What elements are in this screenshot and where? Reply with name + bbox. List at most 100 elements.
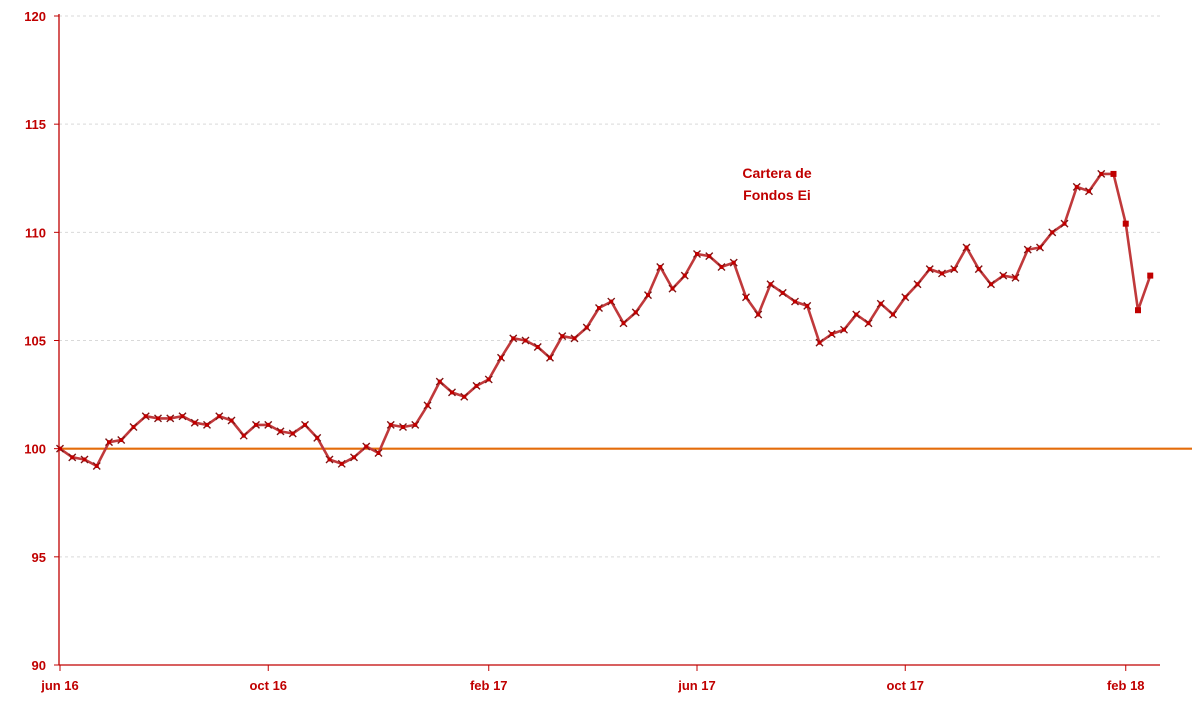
marker-square-31 — [437, 379, 442, 384]
data-point-4 — [105, 438, 113, 447]
marker-square-82 — [1062, 221, 1067, 226]
x-tick-label-2: feb 17 — [470, 678, 508, 693]
data-point-2 — [80, 455, 89, 464]
data-point-52 — [693, 249, 701, 258]
marker-square-70 — [915, 282, 920, 287]
marker-square-13 — [217, 414, 222, 419]
marker-square-81 — [1050, 230, 1055, 235]
marker-square-64 — [842, 327, 846, 332]
marker-square-53 — [707, 254, 712, 259]
gridlines — [59, 15, 1160, 558]
data-point-65 — [852, 310, 861, 319]
marker-square-86 — [1110, 170, 1117, 177]
marker-square-62 — [817, 340, 822, 345]
marker-square-48 — [646, 293, 650, 298]
data-point-67 — [876, 299, 885, 308]
marker-square-40 — [548, 355, 552, 360]
marker-square-74 — [964, 245, 969, 250]
data-point-78 — [1011, 273, 1020, 282]
marker-square-65 — [854, 312, 859, 317]
marker-square-60 — [793, 299, 797, 304]
marker-square-9 — [168, 416, 173, 421]
data-point-29 — [411, 420, 420, 429]
data-point-10 — [178, 412, 187, 421]
data-point-71 — [925, 265, 934, 274]
marker-square-34 — [474, 383, 479, 388]
data-point-59 — [778, 288, 787, 297]
marker-square-63 — [829, 332, 834, 337]
data-point-11 — [190, 418, 199, 427]
data-point-74 — [962, 243, 971, 252]
marker-square-12 — [205, 422, 209, 427]
marker-square-59 — [780, 290, 785, 295]
data-point-88 — [1135, 307, 1141, 314]
data-point-51 — [680, 271, 689, 280]
marker-square-69 — [903, 295, 908, 300]
marker-square-39 — [535, 344, 540, 349]
data-point-30 — [423, 401, 432, 410]
marker-square-42 — [572, 336, 577, 341]
marker-square-71 — [927, 267, 932, 272]
data-point-33 — [460, 392, 469, 401]
marker-square-32 — [450, 390, 454, 395]
marker-square-26 — [376, 450, 381, 455]
marker-square-80 — [1038, 245, 1042, 250]
x-tick-label-1: oct 16 — [249, 678, 287, 693]
data-point-18 — [276, 427, 285, 436]
marker-square-49 — [658, 264, 663, 269]
data-point-86 — [1110, 170, 1117, 177]
data-point-25 — [362, 442, 371, 451]
marker-square-15 — [241, 433, 246, 438]
data-point-53 — [705, 252, 714, 261]
marker-square-45 — [609, 299, 614, 304]
marker-square-0 — [58, 446, 62, 451]
annotation-line-1: Cartera de — [742, 165, 811, 181]
marker-square-30 — [425, 403, 430, 408]
marker-square-41 — [560, 334, 565, 339]
data-point-61 — [803, 301, 812, 310]
x-tick-label-5: feb 18 — [1107, 678, 1145, 693]
marker-square-33 — [462, 394, 467, 399]
data-point-26 — [374, 448, 383, 457]
marker-square-24 — [352, 455, 356, 460]
x-tick-label-3: jun 17 — [677, 678, 716, 693]
data-point-47 — [631, 308, 640, 317]
y-tick-label-95: 95 — [32, 550, 46, 565]
data-point-69 — [901, 293, 910, 302]
data-point-22 — [325, 455, 334, 464]
data-point-89 — [1147, 272, 1154, 279]
data-point-62 — [815, 338, 824, 347]
marker-square-4 — [107, 440, 111, 445]
data-point-12 — [203, 420, 211, 429]
data-point-45 — [607, 297, 616, 306]
marker-square-20 — [303, 422, 307, 427]
data-point-73 — [950, 265, 959, 274]
marker-square-83 — [1074, 184, 1079, 189]
marker-square-46 — [621, 321, 626, 326]
data-point-42 — [570, 334, 579, 343]
marker-square-29 — [413, 422, 418, 427]
data-point-3 — [92, 461, 101, 470]
data-point-28 — [399, 423, 407, 432]
data-point-37 — [509, 334, 518, 343]
data-point-54 — [717, 262, 726, 271]
marker-square-10 — [180, 414, 185, 419]
marker-square-36 — [499, 355, 503, 360]
marker-square-51 — [682, 273, 687, 278]
data-point-0 — [56, 444, 64, 453]
data-point-44 — [595, 304, 603, 313]
marker-square-68 — [891, 312, 895, 317]
marker-square-17 — [266, 422, 271, 427]
marker-square-89 — [1147, 272, 1154, 279]
data-point-9 — [166, 414, 175, 423]
data-point-79 — [1023, 245, 1032, 254]
data-point-70 — [913, 280, 922, 289]
data-point-56 — [742, 293, 750, 302]
data-point-64 — [840, 325, 848, 334]
data-point-24 — [350, 453, 358, 462]
marker-square-1 — [70, 455, 75, 460]
data-point-82 — [1060, 219, 1069, 228]
data-point-15 — [239, 431, 248, 440]
data-point-6 — [129, 423, 138, 432]
marker-square-67 — [878, 301, 883, 306]
